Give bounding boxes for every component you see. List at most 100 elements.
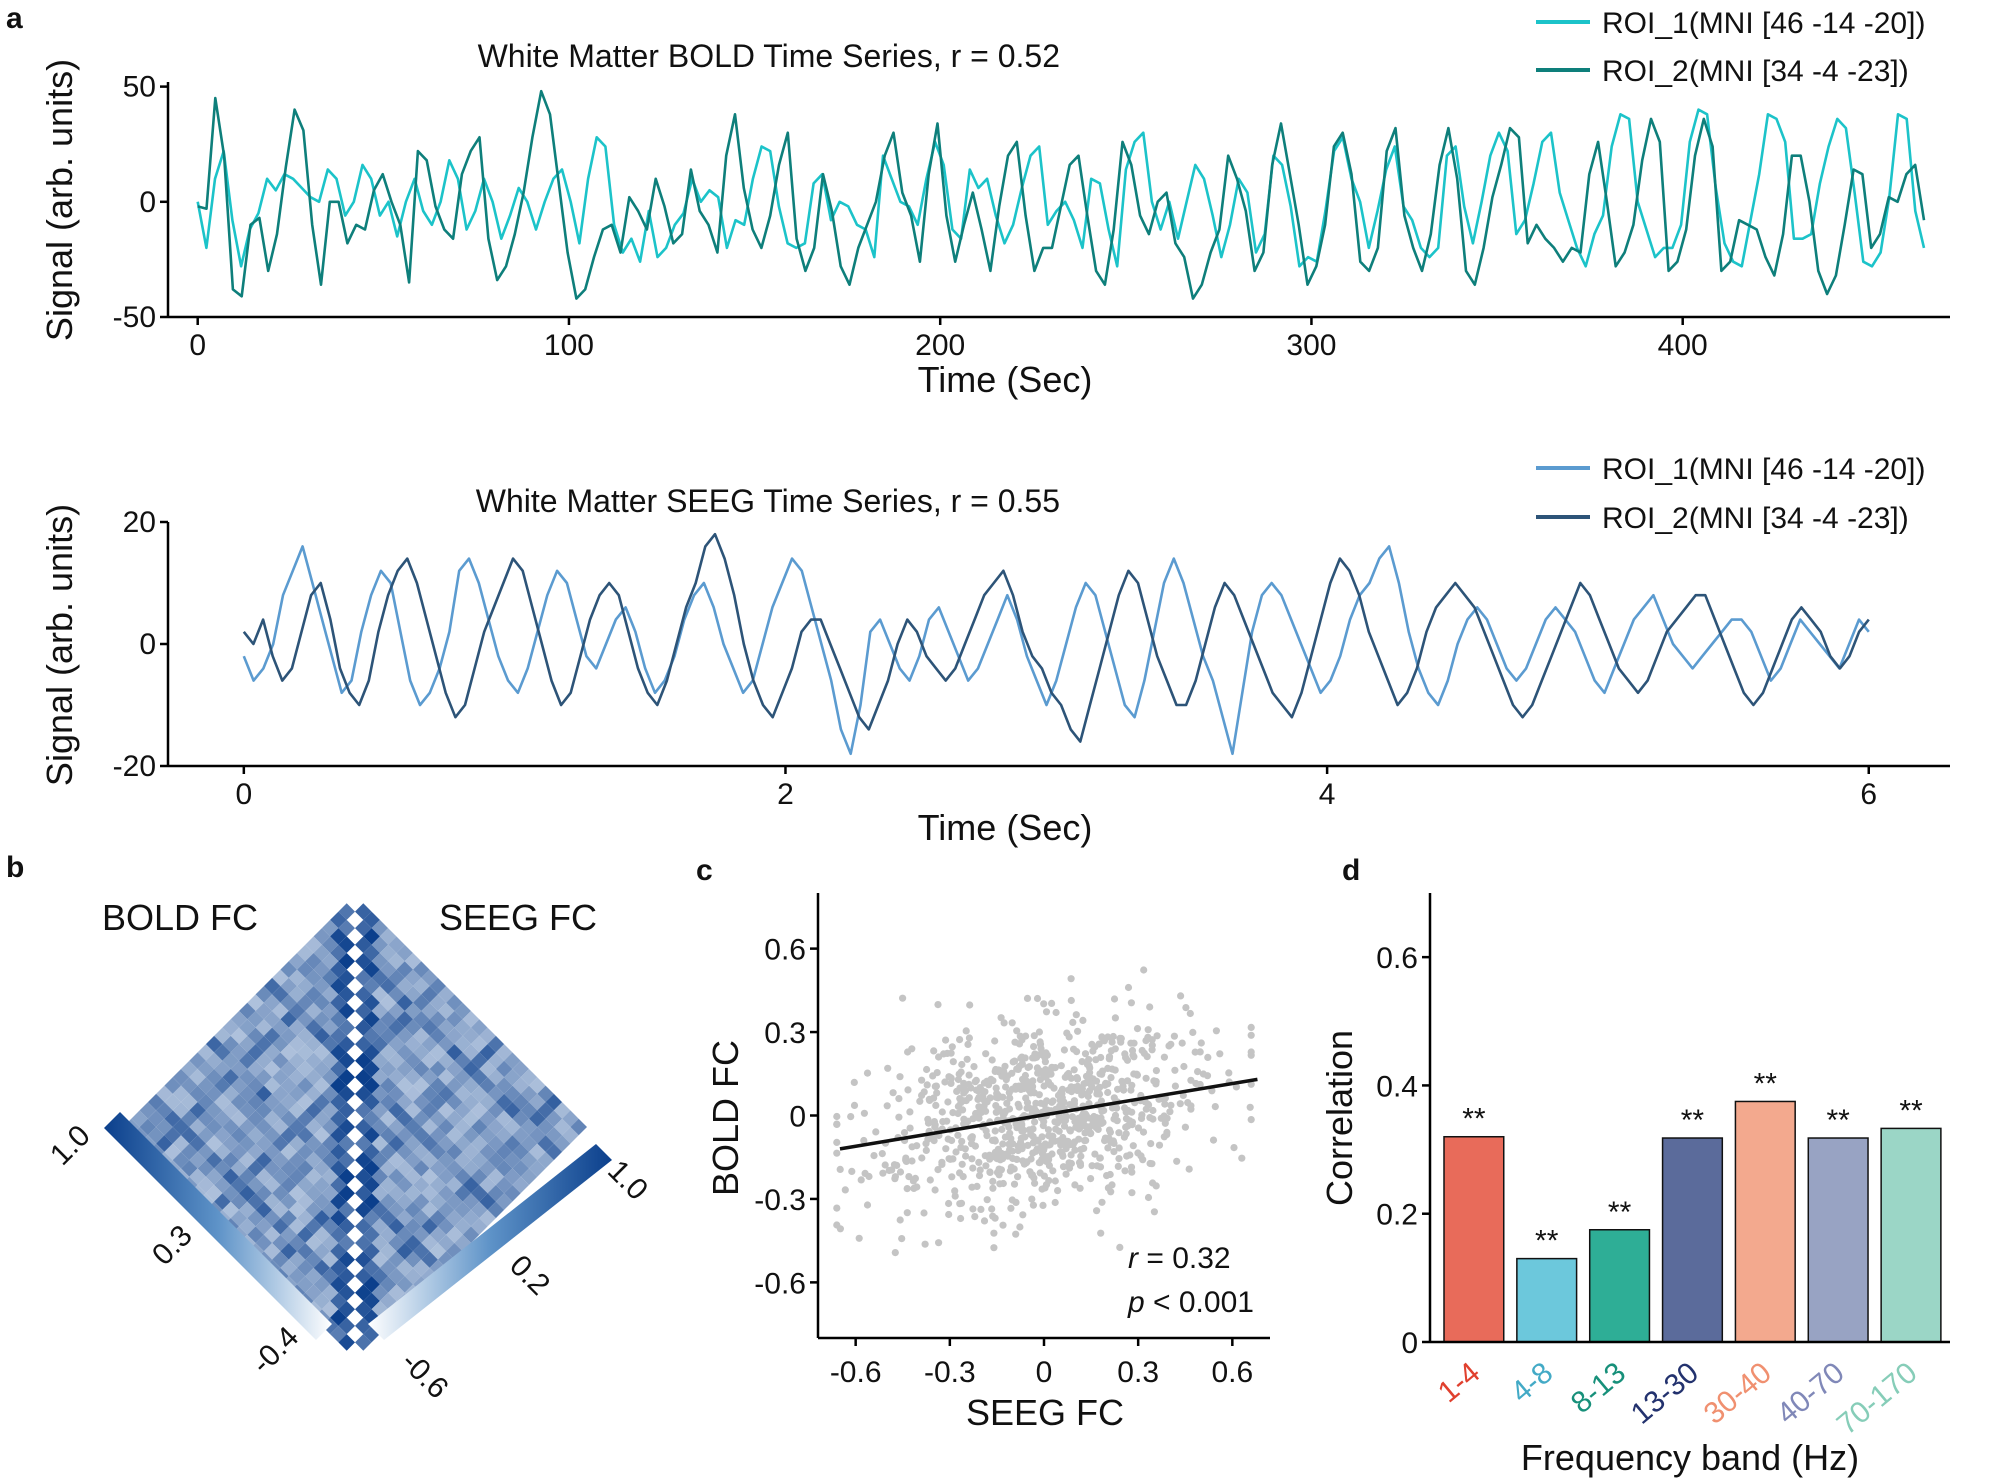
matrix-cell — [388, 1267, 405, 1285]
matrix-cell — [429, 977, 447, 995]
matrix-cell — [421, 1201, 438, 1219]
scatter-point — [1063, 1029, 1071, 1037]
panel-letter-a: a — [6, 2, 23, 35]
matrix-cell — [363, 1243, 380, 1260]
matrix-cell — [371, 1218, 389, 1235]
scatter-point — [1098, 1107, 1106, 1115]
bar-category-label: 13-30 — [1625, 1356, 1705, 1431]
matrix-cell — [355, 1052, 372, 1069]
matrix-cell — [321, 1218, 339, 1235]
scatter-point — [1030, 1032, 1038, 1040]
matrix-cell — [437, 1069, 455, 1086]
matrix-cell — [479, 1143, 496, 1161]
scatter-point — [1076, 1159, 1084, 1167]
scatter-point — [1163, 1114, 1171, 1122]
matrix-cell — [355, 1185, 372, 1202]
scatter-point — [872, 1128, 880, 1136]
matrix-cell — [495, 1060, 513, 1078]
matrix-cell — [355, 1085, 372, 1103]
matrix-cell — [280, 1027, 297, 1045]
matrix-cell — [379, 1060, 397, 1078]
bar-significance-40-70: ** — [1826, 1104, 1850, 1137]
matrix-cell — [297, 1160, 314, 1177]
scatter-point — [947, 1075, 955, 1083]
matrix-cell — [239, 1118, 256, 1136]
matrix-cell — [338, 1135, 355, 1152]
bar-40-70 — [1807, 1137, 1869, 1343]
matrix-cell — [181, 1093, 198, 1111]
scatter-point — [923, 1065, 931, 1074]
bar-13-30 — [1661, 1137, 1724, 1343]
matrix-cell — [230, 1209, 248, 1227]
seeg-ytick-label: 0 — [139, 628, 156, 661]
scatter-point — [857, 1176, 865, 1184]
scatter-point — [1054, 1091, 1063, 1099]
matrix-cell — [263, 1060, 281, 1078]
scatter-point — [933, 1089, 941, 1097]
scatter-point — [945, 1199, 953, 1208]
matrix-cell — [222, 1185, 239, 1202]
matrix-cell — [313, 1176, 331, 1194]
scatter-point — [1066, 1126, 1074, 1134]
scatter-point — [991, 1037, 999, 1045]
matrix-cell — [338, 1201, 355, 1219]
matrix-cell — [371, 919, 389, 937]
scatter-point — [960, 1120, 968, 1128]
scatter-point — [895, 1095, 903, 1103]
matrix-cell — [413, 1011, 430, 1028]
matrix-cell — [239, 1069, 256, 1086]
scatter-point — [1019, 1211, 1027, 1219]
scatter-point — [1123, 1152, 1131, 1160]
matrix-cell — [288, 1085, 306, 1103]
matrix-cell — [263, 977, 281, 995]
matrix-cell — [197, 1060, 215, 1078]
matrix-cell — [396, 1243, 413, 1260]
matrix-cell — [388, 953, 405, 970]
matrix-cell — [355, 953, 372, 970]
matrix-cell — [404, 1201, 422, 1219]
scatter-point — [1145, 1101, 1153, 1109]
matrix-diagonal-dot — [352, 1165, 358, 1172]
scatter-point — [1133, 1025, 1142, 1033]
matrix-cell — [396, 1259, 413, 1277]
scatter-point — [1170, 1032, 1178, 1040]
matrix-cell — [255, 1102, 273, 1119]
matrix-cell — [263, 1127, 281, 1144]
scatter-point — [1054, 1118, 1062, 1126]
matrix-cell — [338, 1185, 355, 1202]
matrix-cell — [272, 1085, 289, 1103]
matrix-cell — [454, 1151, 471, 1169]
matrix-cell — [321, 953, 339, 970]
panel-letter-d: d — [1342, 854, 1360, 887]
seeg-time-series-chart: White Matter SEEG Time Series, r = 0.55 … — [39, 453, 1950, 848]
scatter-point — [836, 1165, 844, 1173]
matrix-cell — [355, 903, 372, 920]
matrix-cell — [313, 1243, 331, 1260]
scatter-point — [1216, 1050, 1224, 1058]
matrix-cell — [305, 1201, 322, 1219]
scatter-ytick-label: 0 — [789, 1101, 806, 1134]
scatter-point — [1025, 1063, 1033, 1071]
matrix-cell — [355, 1267, 372, 1285]
scatter-point — [1238, 1154, 1246, 1162]
matrix-cell — [239, 1168, 256, 1185]
seeg-xtick-label: 4 — [1319, 778, 1336, 811]
matrix-cell — [454, 1185, 471, 1202]
matrix-cell — [437, 1218, 455, 1235]
matrix-cell — [446, 994, 463, 1011]
matrix-cell — [321, 1118, 339, 1136]
matrix-cell — [437, 1151, 455, 1169]
matrix-cell — [413, 977, 430, 995]
bold-ytick-label: -50 — [113, 301, 156, 334]
scatter-point — [1028, 1109, 1036, 1117]
matrix-cell — [330, 994, 347, 1011]
matrix-cell — [313, 1143, 331, 1161]
scatter-point — [922, 1146, 930, 1154]
scatter-point — [948, 1043, 956, 1051]
matrix-cell — [139, 1118, 157, 1136]
matrix-cell — [305, 1035, 322, 1053]
scatter-point — [1016, 1032, 1024, 1040]
matrix-cell — [321, 1019, 339, 1036]
matrix-cell — [255, 1151, 273, 1169]
scatter-point — [982, 1050, 990, 1058]
